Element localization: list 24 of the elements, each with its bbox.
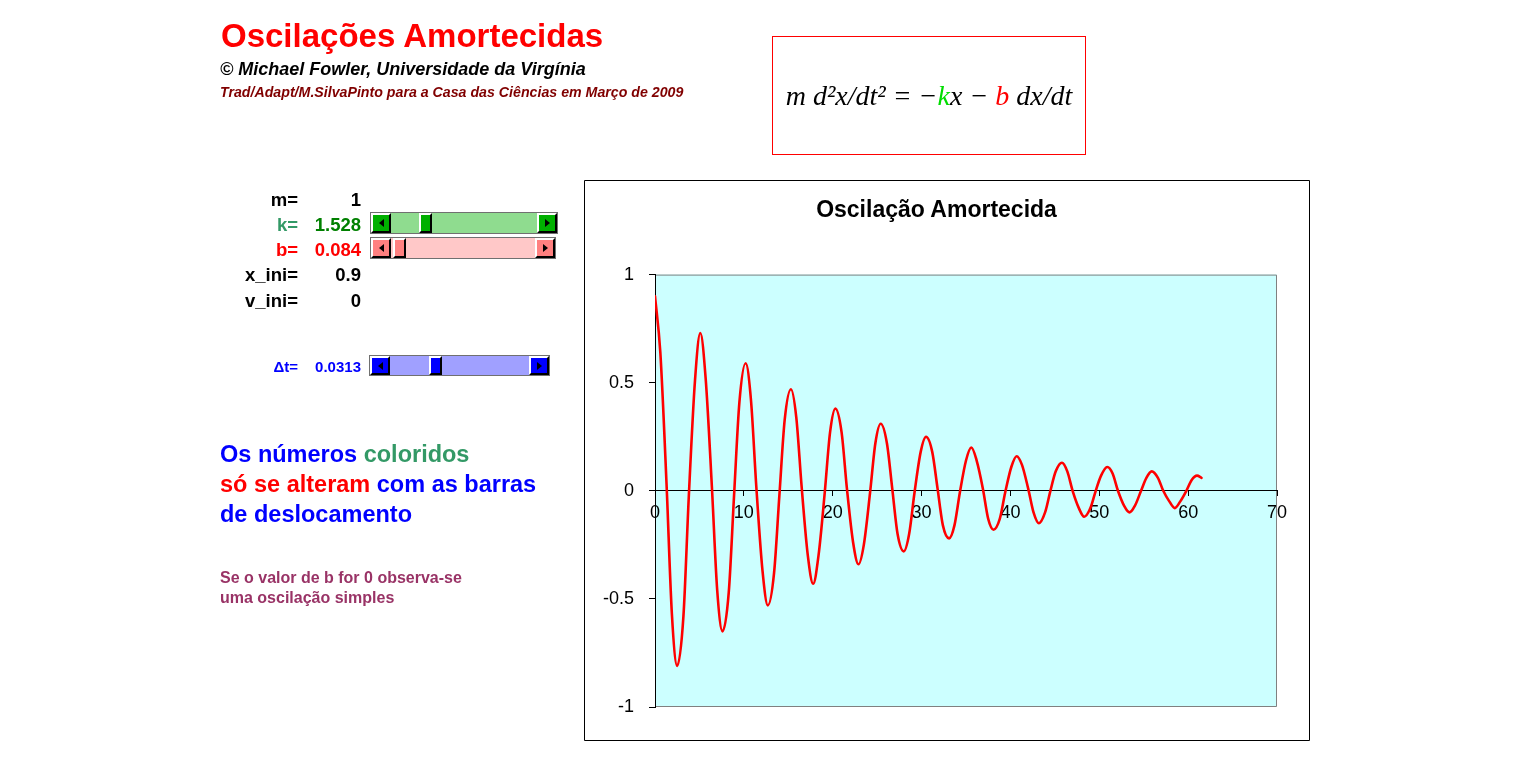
text: x_ini= 0.9 bbox=[245, 264, 361, 286]
y-tick-label: 0.5 bbox=[608, 371, 634, 392]
text: b= 0.084 bbox=[275, 239, 361, 262]
y-tick-label: -0.5 bbox=[602, 587, 634, 608]
text: m= 1 bbox=[270, 189, 361, 211]
x-tick-label: 50 bbox=[1089, 501, 1110, 522]
text: Trad/Adapt/M.SilvaPinto para a Casa das Ciências em Março de 2009 bbox=[220, 83, 684, 100]
x-tick-label: 60 bbox=[1178, 501, 1199, 522]
y-tick-label: 0 bbox=[623, 479, 634, 500]
text: Oscilações Amortecidas bbox=[221, 17, 604, 56]
text: © Michael Fowler, Universidade da Virgínia bbox=[220, 58, 586, 80]
text: só se alteram com as barras bbox=[220, 471, 537, 498]
text: k= 1.528 bbox=[276, 214, 361, 237]
y-tick-label: -1 bbox=[617, 695, 634, 716]
text: Os números coloridos bbox=[220, 441, 470, 468]
chart-title: Oscilação Amortecida bbox=[816, 196, 1058, 223]
x-tick-label: 70 bbox=[1266, 501, 1288, 522]
x-tick-label: 10 bbox=[733, 501, 754, 522]
y-tick-label: 1 bbox=[623, 263, 634, 284]
text: Δt= 0.0313 bbox=[273, 358, 361, 376]
text: m d²x/dt² = −kx − b dx/dt bbox=[785, 79, 1073, 111]
text: de deslocamento bbox=[220, 501, 412, 528]
text: Se o valor de b for 0 observa-se uma oscilação simples bbox=[220, 568, 463, 609]
text: v_ini= 0 bbox=[245, 290, 361, 312]
